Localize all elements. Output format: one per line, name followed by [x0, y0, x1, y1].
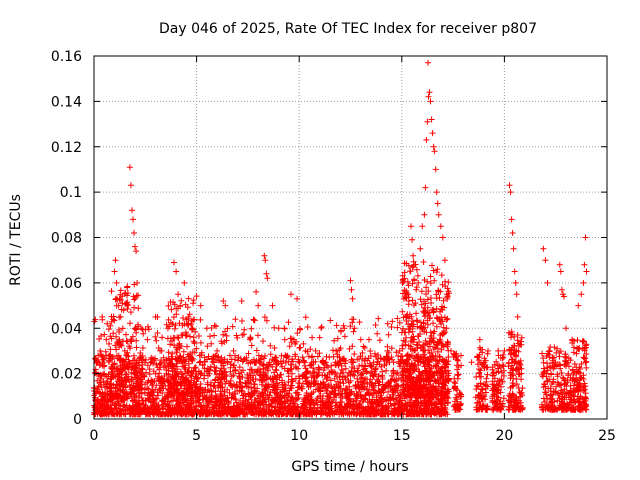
y-tick-label: 0.16 [51, 49, 82, 65]
y-tick-label: 0.08 [51, 231, 82, 247]
data-points [91, 59, 590, 418]
x-tick-label: 5 [192, 428, 201, 444]
grid-lines [94, 56, 607, 419]
y-tick-label: 0.14 [51, 94, 82, 110]
series-points [91, 59, 590, 418]
x-tick-labels: 0 5 10 15 20 25 [90, 428, 616, 444]
x-axis-label: GPS time / hours [291, 459, 408, 475]
axis-ticks [93, 55, 608, 420]
y-tick-label: 0 [73, 412, 82, 428]
y-axis-label: ROTI / TECUs [8, 194, 24, 286]
y-tick-label: 0.04 [51, 321, 82, 337]
x-tick-label: 25 [598, 428, 616, 444]
y-tick-label: 0.02 [51, 367, 82, 383]
x-tick-label: 15 [393, 428, 411, 444]
y-tick-label: 0.06 [51, 276, 82, 292]
y-tick-label: 0.1 [60, 185, 82, 201]
x-tick-label: 20 [495, 428, 513, 444]
x-tick-label: 10 [290, 428, 308, 444]
chart-title: Day 046 of 2025, Rate Of TEC Index for r… [159, 21, 537, 37]
x-tick-label: 0 [90, 428, 99, 444]
y-tick-labels: 0 0.02 0.04 0.06 0.08 0.1 0.12 0.14 0.16 [51, 49, 82, 428]
y-tick-label: 0.12 [51, 140, 82, 156]
